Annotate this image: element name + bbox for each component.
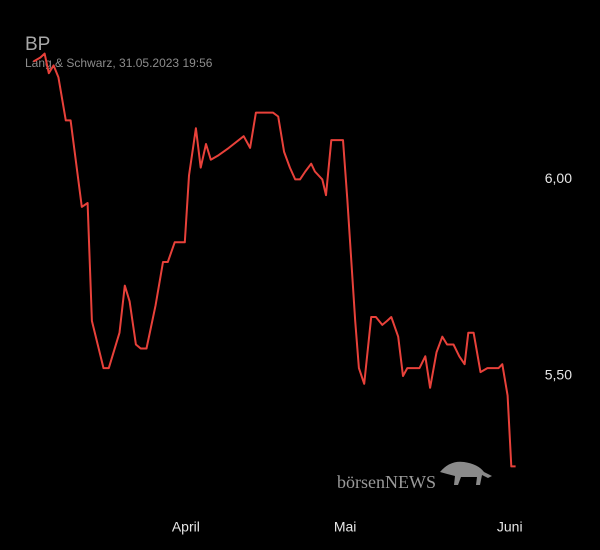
x-tick-label: Mai [334,519,357,535]
y-tick-label: 5,50 [545,367,572,383]
watermark-logo [440,461,492,485]
watermark: börsenNEWS [337,472,436,492]
y-tick-label: 6,00 [545,170,572,186]
chart-title: BP [25,34,50,55]
price-line [32,52,516,468]
chart-subtitle: Lang & Schwarz, 31.05.2023 19:56 [25,56,213,70]
x-tick-label: Juni [497,519,523,535]
x-tick-label: April [172,519,200,535]
